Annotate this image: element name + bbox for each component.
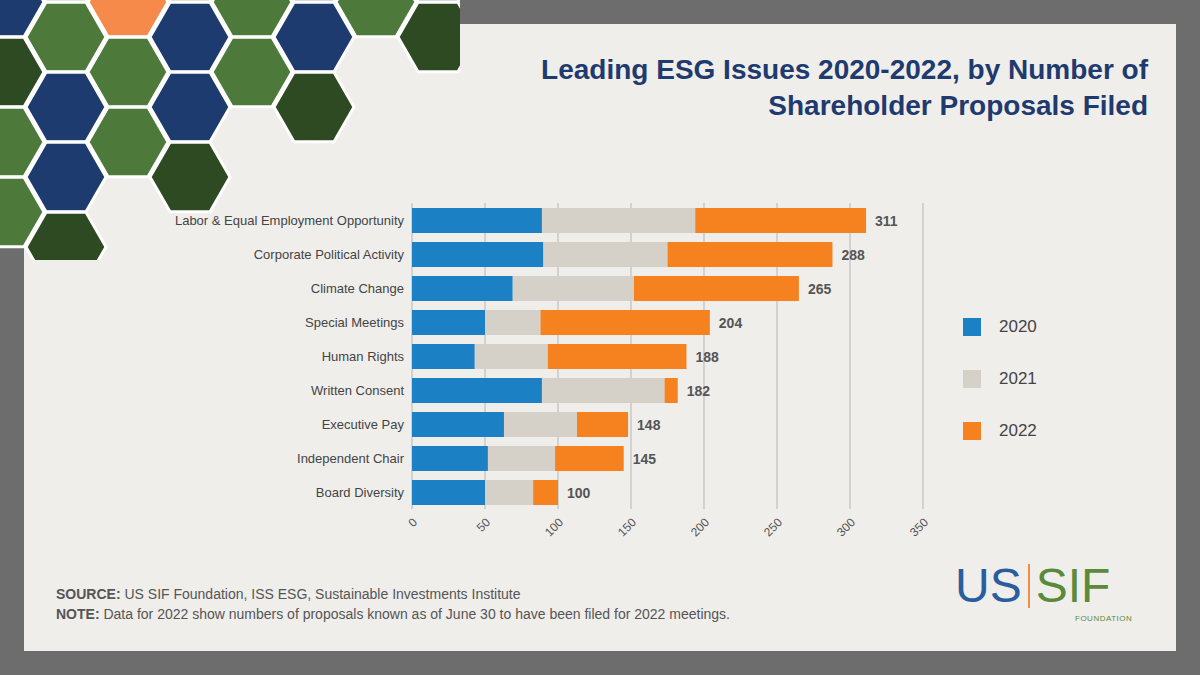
svg-text:50: 50 — [474, 515, 494, 535]
html-text:US SIF: US SIF — [955, 559, 1111, 612]
html-text:2020: 2020 — [999, 317, 1037, 336]
svg-text:250: 250 — [761, 515, 785, 539]
svg-text:Special Meetings: Special Meetings — [305, 315, 404, 330]
svg-text:Human Rights: Human Rights — [322, 349, 405, 364]
svg-text:148: 148 — [637, 417, 661, 433]
svg-text:145: 145 — [633, 451, 657, 467]
html-text:2021: 2021 — [999, 369, 1037, 388]
svg-text:Independent Chair: Independent Chair — [297, 451, 405, 466]
svg-text:204: 204 — [719, 315, 743, 331]
svg-text:300: 300 — [834, 515, 858, 539]
svg-text:Labor & Equal Employment Oppor: Labor & Equal Employment Opportunity — [175, 213, 405, 228]
svg-text:350: 350 — [907, 515, 931, 539]
html-text:Leading ESG Issues 2020-2022,: Leading ESG Issues 2020-2022, by Number … — [541, 54, 1148, 121]
svg-text:Executive Pay: Executive Pay — [322, 417, 405, 432]
html-text:2022: 2022 — [999, 421, 1037, 440]
html-text:NOTE: Data for 2022 show numbe: NOTE: Data for 2022 show numbers of prop… — [56, 606, 730, 622]
svg-text:288: 288 — [841, 247, 865, 263]
svg-text:Written Consent: Written Consent — [311, 383, 404, 398]
svg-text:182: 182 — [687, 383, 711, 399]
svg-text:188: 188 — [695, 349, 719, 365]
svg-text:Climate Change: Climate Change — [311, 281, 404, 296]
svg-text:150: 150 — [615, 515, 639, 539]
svg-text:265: 265 — [808, 281, 832, 297]
svg-text:200: 200 — [688, 515, 712, 539]
html-text:FOUNDATION: FOUNDATION — [1075, 614, 1133, 623]
svg-text:Corporate Political Activity: Corporate Political Activity — [254, 247, 405, 262]
svg-text:Board Diversity: Board Diversity — [316, 485, 405, 500]
svg-text:311: 311 — [875, 213, 898, 229]
svg-text:100: 100 — [567, 485, 591, 501]
svg-text:0: 0 — [406, 515, 421, 530]
html-text:SOURCE: US SIF Foundation, ISS: SOURCE: US SIF Foundation, ISS ESG, Sust… — [56, 586, 521, 602]
svg-text:100: 100 — [542, 515, 566, 539]
